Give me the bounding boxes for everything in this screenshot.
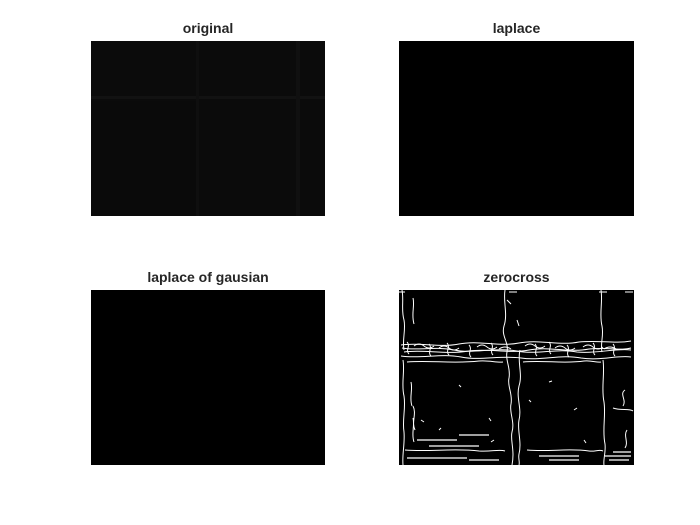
edge-right-1 xyxy=(600,290,606,465)
edge-lower-noise xyxy=(420,380,587,444)
edge-band-loops xyxy=(413,343,617,351)
edge-right-2 xyxy=(612,389,634,449)
edge-band-top-4 xyxy=(400,355,632,360)
edge-band-top-5 xyxy=(406,341,494,358)
faint-block-left xyxy=(91,101,196,216)
subplot-laplace-of-gaussian: laplace of gausian xyxy=(91,269,325,465)
edge-band-top-3 xyxy=(403,347,632,353)
faint-band-vertical-2 xyxy=(296,41,300,216)
faint-band-vertical-1 xyxy=(196,41,199,216)
image-zerocross xyxy=(399,290,634,465)
edge-lower-fill-right xyxy=(539,451,631,461)
edge-lower-fill-left xyxy=(407,434,499,461)
subplot-title-zerocross: zerocross xyxy=(483,269,550,285)
edge-left-1 xyxy=(401,290,406,465)
edge-band-top-6 xyxy=(534,341,616,358)
faint-band-horizontal xyxy=(91,96,325,99)
zerocross-edge-map xyxy=(399,290,634,465)
subplot-laplace: laplace xyxy=(399,20,634,216)
edge-vertical-center-2 xyxy=(517,349,521,465)
subplot-title-laplace: laplace xyxy=(492,20,541,36)
edge-band-top-1 xyxy=(400,340,632,346)
image-laplace xyxy=(399,41,634,216)
subplot-zerocross: zerocross xyxy=(399,269,634,465)
image-laplace-of-gaussian xyxy=(91,290,325,465)
edge-lower-left-block xyxy=(404,360,506,452)
edge-lower-right-block xyxy=(522,360,604,452)
subplot-title-laplace-of-gaussian: laplace of gausian xyxy=(147,269,269,285)
image-original xyxy=(91,41,325,216)
edge-top-fragments xyxy=(399,291,633,327)
subplot-title-original: original xyxy=(182,20,234,36)
subplot-original: original xyxy=(91,20,325,216)
edge-vertical-center xyxy=(502,290,514,465)
